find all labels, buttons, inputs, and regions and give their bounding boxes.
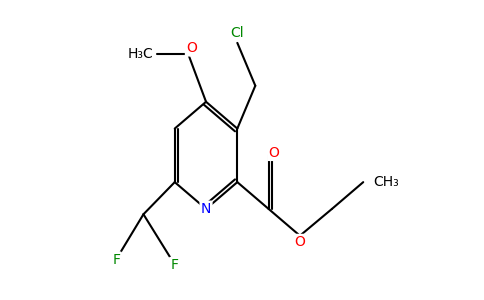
Text: CH₃: CH₃ bbox=[373, 175, 399, 189]
Text: F: F bbox=[112, 253, 121, 267]
Text: Cl: Cl bbox=[230, 26, 244, 40]
Text: O: O bbox=[294, 235, 305, 249]
Text: N: N bbox=[201, 202, 211, 216]
Text: O: O bbox=[186, 41, 197, 55]
Text: O: O bbox=[269, 146, 279, 160]
Text: H₃C: H₃C bbox=[127, 46, 153, 61]
Text: F: F bbox=[170, 258, 179, 272]
